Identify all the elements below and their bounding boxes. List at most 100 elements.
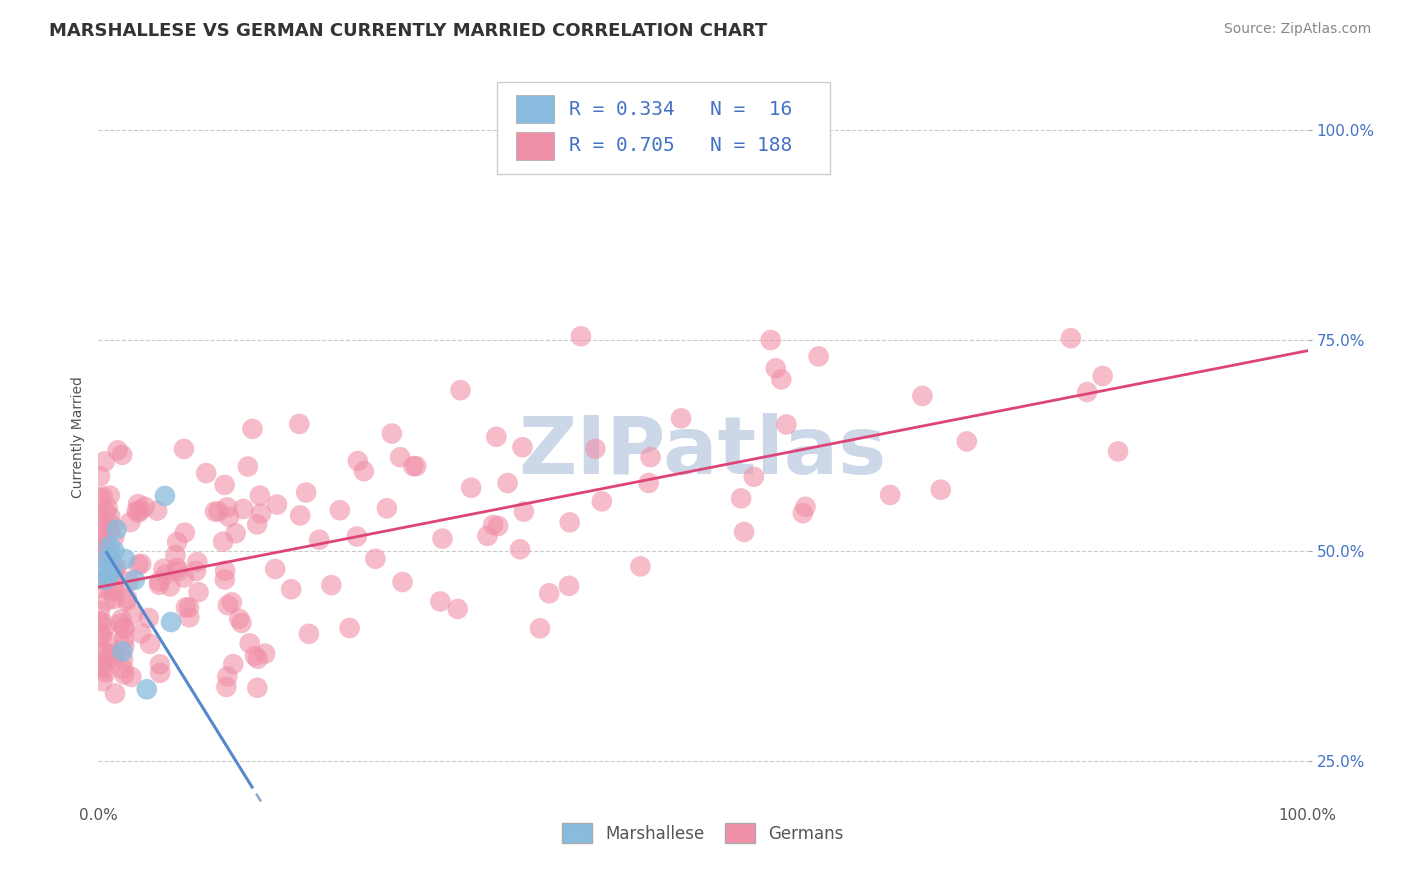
Point [97, 635, 120, 649]
Point [246, 517, 269, 532]
Point [212, 534, 235, 549]
Point [794, 500, 817, 514]
Point [280, 582, 302, 597]
Point [91, 490, 114, 504]
Point [1060, 331, 1083, 345]
Point [100, 584, 122, 599]
Point [89, 518, 111, 533]
Point [93, 662, 115, 676]
Point [911, 389, 934, 403]
Point [558, 579, 581, 593]
Point [215, 680, 238, 694]
Point [509, 542, 531, 557]
Text: Source: ZipAtlas.com: Source: ZipAtlas.com [1223, 22, 1371, 37]
Point [89, 604, 111, 618]
Y-axis label: Currently Married: Currently Married [72, 376, 86, 498]
Point [124, 573, 146, 587]
Point [93, 544, 115, 558]
Point [112, 621, 135, 635]
Point [127, 506, 149, 520]
Point [103, 566, 125, 580]
Point [90, 551, 112, 566]
Point [90, 647, 112, 661]
Point [152, 562, 174, 576]
Point [375, 501, 398, 516]
Point [179, 610, 201, 624]
Point [104, 686, 127, 700]
Point [101, 518, 124, 533]
Legend: Marshallese, Germans: Marshallese, Germans [555, 817, 851, 849]
Point [792, 506, 814, 520]
Point [103, 530, 125, 544]
Point [91, 615, 114, 629]
Point [405, 459, 427, 474]
Point [187, 585, 209, 599]
Point [236, 459, 259, 474]
Point [120, 670, 142, 684]
Point [485, 430, 508, 444]
Point [569, 329, 592, 343]
Point [129, 626, 152, 640]
Point [91, 674, 114, 689]
Point [96, 594, 118, 608]
Point [214, 573, 236, 587]
Point [733, 524, 755, 539]
Point [93, 550, 115, 565]
Bar [516, 95, 554, 123]
Point [807, 350, 830, 364]
Point [93, 654, 115, 668]
Point [91, 658, 114, 673]
Point [432, 532, 454, 546]
Point [204, 504, 226, 518]
Point [1076, 385, 1098, 400]
Point [214, 564, 236, 578]
Point [364, 551, 387, 566]
Point [103, 562, 125, 576]
Point [429, 594, 451, 608]
Point [1091, 368, 1114, 383]
Point [105, 560, 128, 574]
Point [512, 440, 534, 454]
Point [538, 586, 561, 600]
Point [100, 552, 122, 566]
Point [321, 578, 343, 592]
Point [486, 519, 509, 533]
Point [89, 615, 111, 629]
Point [89, 581, 111, 595]
Point [149, 665, 172, 680]
Point [96, 506, 118, 520]
Point [94, 454, 117, 468]
Point [94, 573, 117, 587]
Point [104, 650, 127, 665]
Point [128, 558, 150, 572]
Point [264, 562, 287, 576]
Point [94, 646, 117, 660]
Point [146, 503, 169, 517]
Point [111, 448, 134, 462]
Point [174, 600, 197, 615]
Point [447, 602, 470, 616]
Point [153, 489, 176, 503]
Point [103, 543, 125, 558]
Point [127, 497, 149, 511]
Point [477, 529, 499, 543]
Point [195, 466, 218, 480]
Point [110, 616, 132, 631]
Point [402, 459, 425, 474]
Point [231, 615, 253, 630]
Point [591, 494, 613, 508]
Point [225, 526, 247, 541]
Point [118, 574, 141, 589]
Point [115, 593, 138, 607]
Point [91, 539, 114, 553]
Point [391, 575, 413, 590]
Text: R = 0.334   N =  16: R = 0.334 N = 16 [569, 100, 792, 119]
Point [450, 383, 472, 397]
Point [298, 627, 321, 641]
Point [308, 533, 330, 547]
Point [101, 647, 124, 661]
Point [134, 500, 156, 514]
Point [184, 564, 207, 578]
Point [166, 561, 188, 575]
Point [529, 621, 551, 635]
